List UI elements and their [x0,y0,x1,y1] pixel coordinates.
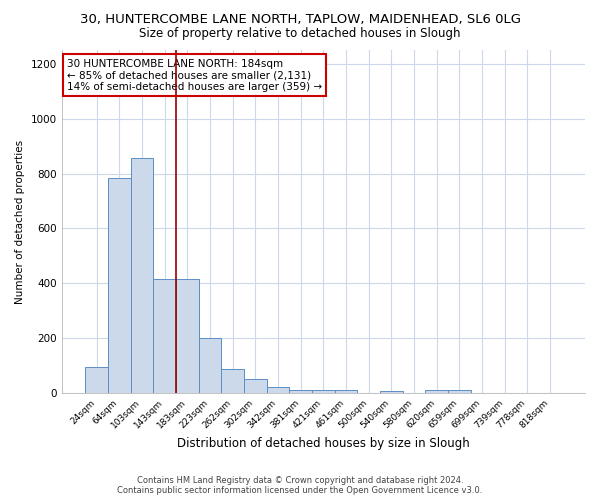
Bar [154,279,176,393]
Bar [85,367,108,393]
Bar [425,390,448,393]
Bar [312,390,335,393]
Text: Size of property relative to detached houses in Slough: Size of property relative to detached ho… [139,28,461,40]
Bar [199,338,221,393]
Text: Contains HM Land Registry data © Crown copyright and database right 2024.
Contai: Contains HM Land Registry data © Crown c… [118,476,482,495]
Text: 30 HUNTERCOMBE LANE NORTH: 184sqm
← 85% of detached houses are smaller (2,131)
1: 30 HUNTERCOMBE LANE NORTH: 184sqm ← 85% … [67,58,322,92]
Bar [131,158,154,393]
X-axis label: Distribution of detached houses by size in Slough: Distribution of detached houses by size … [177,437,470,450]
Bar [380,391,403,393]
Bar [335,390,358,393]
Bar [289,390,312,393]
Bar [244,379,266,393]
Bar [266,387,289,393]
Bar [221,369,244,393]
Text: 30, HUNTERCOMBE LANE NORTH, TAPLOW, MAIDENHEAD, SL6 0LG: 30, HUNTERCOMBE LANE NORTH, TAPLOW, MAID… [79,12,521,26]
Bar [448,390,470,393]
Bar [176,279,199,393]
Y-axis label: Number of detached properties: Number of detached properties [15,140,25,304]
Bar [108,178,131,393]
